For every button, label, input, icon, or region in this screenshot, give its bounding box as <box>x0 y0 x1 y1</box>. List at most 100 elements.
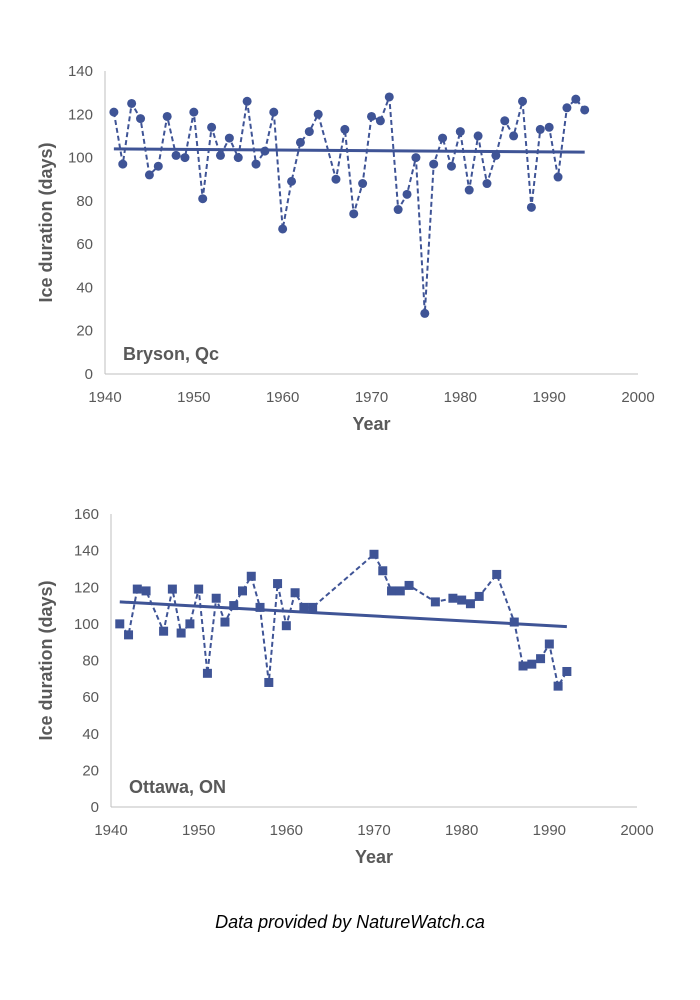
y-tick-label: 60 <box>76 236 93 253</box>
x-tick-label: 1980 <box>445 822 478 839</box>
data-point <box>464 185 474 195</box>
data-point <box>308 602 318 612</box>
x-tick-label: 1960 <box>270 822 303 839</box>
data-point <box>269 107 279 117</box>
trend-line <box>119 600 567 629</box>
data-point <box>518 96 528 106</box>
data-point <box>448 593 458 603</box>
data-point <box>127 98 137 108</box>
data-point <box>465 599 475 609</box>
x-axis-title: Year <box>352 414 390 434</box>
data-point <box>255 602 265 612</box>
data-point <box>159 626 169 636</box>
data-point <box>211 593 221 603</box>
data-point <box>220 617 230 627</box>
data-point <box>509 617 519 627</box>
data-point <box>438 133 448 143</box>
data-point <box>264 677 274 687</box>
x-tick-label: 1950 <box>177 389 210 406</box>
data-point <box>509 131 519 141</box>
data-point <box>473 131 483 141</box>
data-point <box>278 224 288 234</box>
x-tick-label: 1950 <box>182 822 215 839</box>
y-axis-title: Ice duration (days) <box>36 580 56 740</box>
data-point <box>313 109 323 119</box>
data-point <box>430 597 440 607</box>
ottawa-chart-svg: 0 20 40 60 80 100 120 140 160 1940 1950 1960 1970 198… <box>36 506 654 867</box>
data-point <box>544 122 554 132</box>
data-point <box>242 96 252 106</box>
data-point <box>375 116 385 126</box>
y-tick-label: 20 <box>76 323 93 340</box>
y-tick-label: 140 <box>68 63 93 80</box>
y-axis-title: Ice duration (days) <box>36 142 56 302</box>
data-point <box>144 170 154 180</box>
data-point <box>115 619 125 629</box>
trend-line <box>113 147 585 154</box>
data-credit: Data provided by NatureWatch.ca <box>215 912 485 932</box>
x-tick-label: 1940 <box>88 389 121 406</box>
data-point <box>491 150 501 160</box>
x-tick-label: 1990 <box>532 389 565 406</box>
data-point <box>580 105 590 115</box>
data-point <box>393 205 403 215</box>
data-point <box>304 127 314 137</box>
data-point <box>180 153 190 163</box>
data-point <box>474 591 484 601</box>
data-point <box>358 179 368 189</box>
x-tick-label: 1970 <box>355 389 388 406</box>
data-point <box>482 179 492 189</box>
data-point <box>198 194 208 204</box>
data-point <box>536 654 546 664</box>
data-point <box>194 584 204 594</box>
data-point <box>518 661 528 671</box>
y-tick-label: 40 <box>76 279 93 296</box>
data-point <box>273 579 283 589</box>
data-point <box>132 584 142 594</box>
data-point <box>429 159 439 169</box>
x-tick-label: 1990 <box>533 822 566 839</box>
data-point <box>118 159 128 169</box>
data-point <box>295 137 305 147</box>
y-tick-label: 0 <box>91 799 99 816</box>
y-tick-label: 120 <box>74 579 99 596</box>
data-point <box>369 549 379 559</box>
data-point <box>171 150 181 160</box>
data-point <box>455 127 465 137</box>
data-point <box>215 150 225 160</box>
data-point <box>446 161 456 171</box>
data-point <box>141 586 151 596</box>
data-point <box>162 111 172 121</box>
data-point <box>562 666 572 676</box>
x-tick-label: 2000 <box>621 389 654 406</box>
data-point <box>340 124 350 134</box>
data-point <box>290 588 300 598</box>
data-point <box>526 202 536 212</box>
data-point <box>260 146 270 156</box>
y-tick-label: 80 <box>76 193 93 210</box>
data-point <box>457 595 467 605</box>
x-tick-label: 1980 <box>444 389 477 406</box>
data-point <box>395 586 405 596</box>
y-tick-label: 40 <box>82 726 99 743</box>
data-point <box>229 601 239 611</box>
station-label: Ottawa, ON <box>129 777 226 797</box>
data-point <box>527 659 537 669</box>
x-tick-label: 1940 <box>94 822 127 839</box>
x-tick-label: 1970 <box>357 822 390 839</box>
data-point <box>402 189 412 199</box>
data-point <box>411 153 421 163</box>
y-tick-label: 80 <box>82 653 99 670</box>
y-tick-label: 20 <box>82 762 99 779</box>
data-point <box>238 586 247 596</box>
data-point <box>544 639 554 649</box>
x-tick-label: 2000 <box>620 822 653 839</box>
data-point <box>331 174 341 184</box>
data-point <box>281 621 291 631</box>
data-point <box>492 569 502 579</box>
y-tick-label: 100 <box>68 150 93 167</box>
data-point <box>153 161 163 171</box>
y-tick-label: 140 <box>74 543 99 560</box>
data-point <box>562 103 572 113</box>
data-point <box>185 619 195 629</box>
